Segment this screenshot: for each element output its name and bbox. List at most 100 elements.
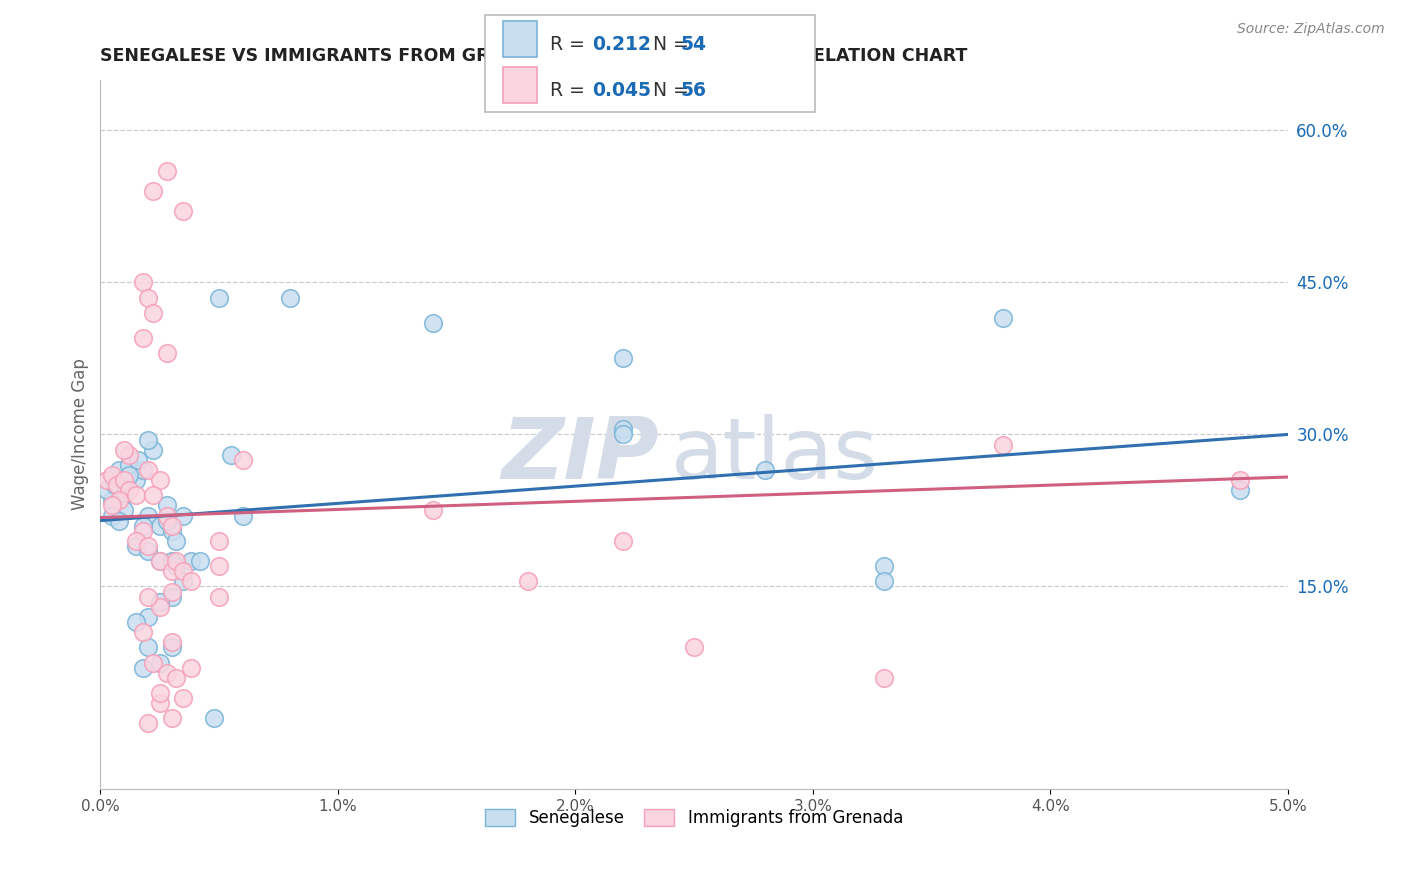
Point — [612, 351, 634, 366]
Point — [873, 559, 896, 574]
Point — [149, 554, 172, 568]
Point — [180, 660, 202, 674]
Point — [422, 316, 444, 330]
Point — [125, 533, 148, 548]
Point — [101, 493, 124, 508]
Point — [149, 595, 172, 609]
Point — [208, 533, 231, 548]
Point — [142, 488, 165, 502]
Point — [160, 640, 183, 655]
Point — [280, 291, 302, 305]
Point — [1229, 483, 1251, 498]
Point — [516, 574, 538, 589]
Point — [149, 473, 172, 487]
Point — [118, 483, 141, 498]
Point — [125, 488, 148, 502]
Point — [160, 711, 183, 725]
Point — [173, 204, 195, 219]
Point — [165, 671, 187, 685]
Point — [156, 665, 179, 680]
Point — [232, 508, 254, 523]
Point — [156, 514, 179, 528]
Point — [156, 346, 179, 360]
Point — [101, 499, 124, 513]
Point — [101, 508, 124, 523]
Point — [132, 518, 155, 533]
Point — [991, 310, 1014, 325]
Point — [156, 164, 179, 178]
Point — [173, 564, 195, 578]
Point — [156, 508, 179, 523]
Point — [112, 483, 135, 498]
Point — [149, 656, 172, 670]
Point — [101, 467, 124, 482]
Point — [160, 635, 183, 649]
Legend: Senegalese, Immigrants from Grenada: Senegalese, Immigrants from Grenada — [478, 803, 910, 834]
Point — [125, 539, 148, 553]
Point — [165, 559, 187, 574]
Text: Source: ZipAtlas.com: Source: ZipAtlas.com — [1237, 22, 1385, 37]
Point — [683, 640, 706, 655]
Point — [136, 463, 159, 477]
Point — [142, 184, 165, 198]
Text: atlas: atlas — [671, 414, 879, 497]
Point — [112, 442, 135, 457]
Point — [118, 448, 141, 462]
Point — [149, 686, 172, 700]
Point — [1229, 473, 1251, 487]
Point — [96, 473, 118, 487]
Point — [136, 716, 159, 731]
Point — [136, 433, 159, 447]
Point — [149, 599, 172, 614]
Point — [118, 458, 141, 472]
Point — [873, 671, 896, 685]
Point — [422, 503, 444, 517]
Point — [160, 524, 183, 538]
Point — [180, 554, 202, 568]
Text: 0.045: 0.045 — [592, 81, 651, 100]
Text: N =: N = — [641, 35, 695, 54]
Text: 54: 54 — [681, 35, 706, 54]
Point — [136, 640, 159, 655]
Point — [208, 291, 231, 305]
Point — [612, 422, 634, 436]
Point — [142, 306, 165, 320]
Point — [149, 696, 172, 710]
Point — [149, 518, 172, 533]
Point — [208, 590, 231, 604]
Point — [112, 488, 135, 502]
Point — [136, 539, 159, 553]
Point — [104, 478, 127, 492]
Point — [180, 574, 202, 589]
Point — [125, 615, 148, 629]
Point — [132, 625, 155, 640]
Point — [96, 483, 118, 498]
Point — [125, 473, 148, 487]
Point — [188, 554, 211, 568]
Point — [136, 610, 159, 624]
Point — [108, 493, 131, 508]
Text: R =: R = — [550, 81, 591, 100]
Point — [142, 656, 165, 670]
Point — [165, 554, 187, 568]
Point — [219, 448, 242, 462]
Point — [202, 711, 225, 725]
Point — [208, 559, 231, 574]
Point — [160, 564, 183, 578]
Point — [108, 463, 131, 477]
Point — [754, 463, 776, 477]
Point — [160, 584, 183, 599]
Point — [160, 518, 183, 533]
Point — [118, 467, 141, 482]
Point — [112, 503, 135, 517]
Point — [991, 437, 1014, 451]
Point — [160, 590, 183, 604]
Point — [136, 590, 159, 604]
Point — [149, 554, 172, 568]
Text: R =: R = — [550, 35, 591, 54]
Point — [156, 499, 179, 513]
Point — [173, 508, 195, 523]
Point — [132, 524, 155, 538]
Text: SENEGALESE VS IMMIGRANTS FROM GRENADA WAGE/INCOME GAP CORRELATION CHART: SENEGALESE VS IMMIGRANTS FROM GRENADA WA… — [100, 46, 967, 64]
Point — [173, 691, 195, 706]
